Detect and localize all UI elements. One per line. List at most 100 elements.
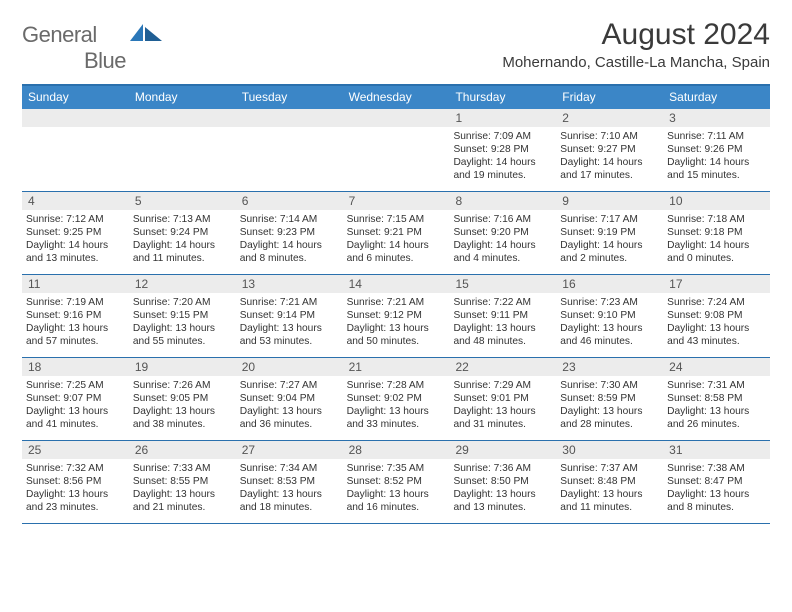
sunset-line: Sunset: 9:23 PM [240,226,339,239]
day-cell: 21Sunrise: 7:28 AMSunset: 9:02 PMDayligh… [343,358,450,440]
day-info: Sunrise: 7:12 AMSunset: 9:25 PMDaylight:… [26,213,125,265]
sunrise-line: Sunrise: 7:16 AM [453,213,552,226]
day-number [343,109,450,127]
sunset-line: Sunset: 9:25 PM [26,226,125,239]
daylight-line: Daylight: 13 hours and 57 minutes. [26,322,125,348]
sunset-line: Sunset: 8:59 PM [560,392,659,405]
day-number: 4 [22,192,129,210]
day-number: 18 [22,358,129,376]
calendar-week: 18Sunrise: 7:25 AMSunset: 9:07 PMDayligh… [22,358,770,441]
day-cell: 1Sunrise: 7:09 AMSunset: 9:28 PMDaylight… [449,109,556,191]
sunrise-line: Sunrise: 7:18 AM [667,213,766,226]
day-cell: 25Sunrise: 7:32 AMSunset: 8:56 PMDayligh… [22,441,129,523]
daylight-line: Daylight: 14 hours and 13 minutes. [26,239,125,265]
sunrise-line: Sunrise: 7:21 AM [347,296,446,309]
sunrise-line: Sunrise: 7:33 AM [133,462,232,475]
day-number: 12 [129,275,236,293]
day-number: 9 [556,192,663,210]
day-cell: 28Sunrise: 7:35 AMSunset: 8:52 PMDayligh… [343,441,450,523]
sunrise-line: Sunrise: 7:09 AM [453,130,552,143]
daylight-line: Daylight: 13 hours and 26 minutes. [667,405,766,431]
sunset-line: Sunset: 8:53 PM [240,475,339,488]
sunrise-line: Sunrise: 7:15 AM [347,213,446,226]
sunrise-line: Sunrise: 7:12 AM [26,213,125,226]
day-cell: 17Sunrise: 7:24 AMSunset: 9:08 PMDayligh… [663,275,770,357]
sunrise-line: Sunrise: 7:32 AM [26,462,125,475]
dow-cell: Wednesday [343,86,450,109]
daylight-line: Daylight: 13 hours and 46 minutes. [560,322,659,348]
sunset-line: Sunset: 9:28 PM [453,143,552,156]
day-number: 10 [663,192,770,210]
daylight-line: Daylight: 13 hours and 38 minutes. [133,405,232,431]
day-number: 2 [556,109,663,127]
brand-word-1: General [22,22,97,47]
sunset-line: Sunset: 9:12 PM [347,309,446,322]
sunrise-line: Sunrise: 7:37 AM [560,462,659,475]
day-cell: 23Sunrise: 7:30 AMSunset: 8:59 PMDayligh… [556,358,663,440]
dow-cell: Sunday [22,86,129,109]
day-cell: 12Sunrise: 7:20 AMSunset: 9:15 PMDayligh… [129,275,236,357]
day-cell [343,109,450,191]
day-cell [236,109,343,191]
day-number: 15 [449,275,556,293]
sunset-line: Sunset: 9:04 PM [240,392,339,405]
day-number [236,109,343,127]
day-cell: 10Sunrise: 7:18 AMSunset: 9:18 PMDayligh… [663,192,770,274]
day-cell: 13Sunrise: 7:21 AMSunset: 9:14 PMDayligh… [236,275,343,357]
day-info: Sunrise: 7:30 AMSunset: 8:59 PMDaylight:… [560,379,659,431]
day-cell: 31 Sunrise: 7:38 AMSunset: 8:47 PMDayligh… [663,441,770,523]
sunset-line: Sunset: 9:21 PM [347,226,446,239]
sunset-line: Sunset: 9:24 PM [133,226,232,239]
daylight-line: Daylight: 13 hours and 18 minutes. [240,488,339,514]
day-info: Sunrise: 7:38 AMSunset: 8:47 PMDaylight:… [667,462,766,514]
sunrise-line: Sunrise: 7:35 AM [347,462,446,475]
day-cell [129,109,236,191]
day-number: 21 [343,358,450,376]
sunset-line: Sunset: 9:15 PM [133,309,232,322]
day-number: 1 [449,109,556,127]
daylight-line: Daylight: 13 hours and 55 minutes. [133,322,232,348]
day-info: Sunrise: 7:14 AMSunset: 9:23 PMDaylight:… [240,213,339,265]
sunset-line: Sunset: 9:11 PM [453,309,552,322]
day-cell: 18Sunrise: 7:25 AMSunset: 9:07 PMDayligh… [22,358,129,440]
day-cell: 5Sunrise: 7:13 AMSunset: 9:24 PMDaylight… [129,192,236,274]
day-cell: 6Sunrise: 7:14 AMSunset: 9:23 PMDaylight… [236,192,343,274]
day-cell: 15Sunrise: 7:22 AMSunset: 9:11 PMDayligh… [449,275,556,357]
daylight-line: Daylight: 13 hours and 21 minutes. [133,488,232,514]
page-subtitle: Mohernando, Castille-La Mancha, Spain [502,54,770,71]
day-info: Sunrise: 7:15 AMSunset: 9:21 PMDaylight:… [347,213,446,265]
sunset-line: Sunset: 9:14 PM [240,309,339,322]
sunrise-line: Sunrise: 7:13 AM [133,213,232,226]
daylight-line: Daylight: 13 hours and 11 minutes. [560,488,659,514]
sunset-line: Sunset: 9:20 PM [453,226,552,239]
day-number: 20 [236,358,343,376]
sunset-line: Sunset: 8:55 PM [133,475,232,488]
day-info: Sunrise: 7:37 AMSunset: 8:48 PMDaylight:… [560,462,659,514]
day-number: 14 [343,275,450,293]
sunrise-line: Sunrise: 7:38 AM [667,462,766,475]
sunset-line: Sunset: 8:48 PM [560,475,659,488]
daylight-line: Daylight: 14 hours and 6 minutes. [347,239,446,265]
day-cell: 27Sunrise: 7:34 AMSunset: 8:53 PMDayligh… [236,441,343,523]
day-number [22,109,129,127]
day-cell: 24Sunrise: 7:31 AMSunset: 8:58 PMDayligh… [663,358,770,440]
day-cell: 19Sunrise: 7:26 AMSunset: 9:05 PMDayligh… [129,358,236,440]
daylight-line: Daylight: 14 hours and 8 minutes. [240,239,339,265]
sunrise-line: Sunrise: 7:34 AM [240,462,339,475]
daylight-line: Daylight: 13 hours and 8 minutes. [667,488,766,514]
day-info: Sunrise: 7:13 AMSunset: 9:24 PMDaylight:… [133,213,232,265]
sunrise-line: Sunrise: 7:24 AM [667,296,766,309]
daylight-line: Daylight: 14 hours and 4 minutes. [453,239,552,265]
sunset-line: Sunset: 8:47 PM [667,475,766,488]
day-info: Sunrise: 7:19 AMSunset: 9:16 PMDaylight:… [26,296,125,348]
sunrise-line: Sunrise: 7:36 AM [453,462,552,475]
day-number: 31 [663,441,770,459]
day-number: 16 [556,275,663,293]
day-cell: 30Sunrise: 7:37 AMSunset: 8:48 PMDayligh… [556,441,663,523]
day-cell: 4 Sunrise: 7:12 AMSunset: 9:25 PMDaylight… [22,192,129,274]
day-info: Sunrise: 7:11 AMSunset: 9:26 PMDaylight:… [667,130,766,182]
sunset-line: Sunset: 8:52 PM [347,475,446,488]
sunrise-line: Sunrise: 7:27 AM [240,379,339,392]
day-info: Sunrise: 7:21 AMSunset: 9:12 PMDaylight:… [347,296,446,348]
sunrise-line: Sunrise: 7:11 AM [667,130,766,143]
